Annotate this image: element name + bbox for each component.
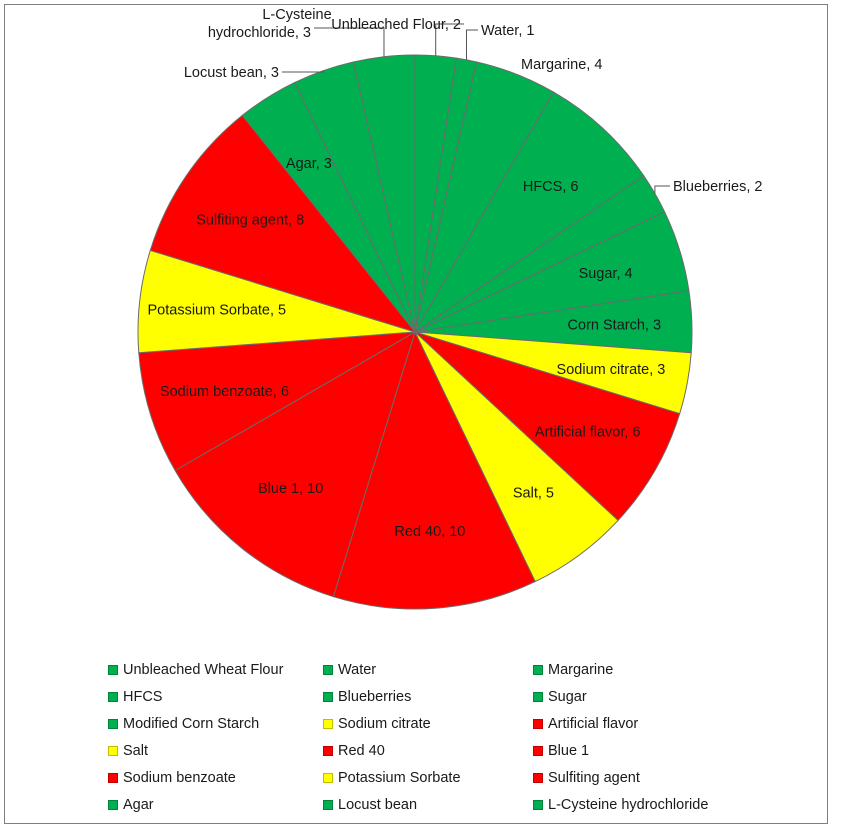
legend-label: Water: [338, 662, 377, 678]
legend-swatch: [323, 800, 333, 810]
legend-swatch: [108, 746, 118, 756]
legend-item-sugar: Sugar: [533, 687, 808, 707]
pie-slice-artificial-flavor: [414, 331, 681, 522]
legend-label: HFCS: [123, 689, 163, 705]
pie-slice-sodium-benzoate: [138, 331, 416, 472]
legend-item-blueberries: Blueberries: [323, 687, 533, 707]
pie-slice-sulfiting-agent: [149, 114, 417, 333]
legend-swatch: [533, 746, 543, 756]
data-label-salt: Salt, 5: [513, 485, 554, 501]
legend-item-agar: Agar: [108, 795, 323, 815]
legend-label: Potassium Sorbate: [338, 770, 461, 786]
legend-item-sodium-benzoate: Sodium benzoate: [108, 768, 323, 788]
data-label-sugar: Sugar, 4: [579, 266, 633, 282]
legend-swatch: [323, 719, 333, 729]
legend-swatch: [323, 746, 333, 756]
pie-slice-red-40: [332, 330, 536, 610]
legend-label: Sulfiting agent: [548, 770, 640, 786]
data-label-sulfiting-agent: Sulfiting agent, 8: [196, 213, 304, 229]
legend-swatch: [108, 665, 118, 675]
legend-swatch: [108, 773, 118, 783]
pie-chart: Unbleached Flour, 2 Water, 1 Margarine, 4 H…: [137, 7, 762, 610]
leader-line-l-cysteine-hydrochloride: [314, 27, 385, 57]
legend-swatch: [323, 692, 333, 702]
legend-swatch: [108, 692, 118, 702]
data-label-margarine: Margarine, 4: [521, 57, 602, 73]
legend-swatch: [533, 719, 543, 729]
legend-label: Blue 1: [548, 743, 590, 759]
data-label-water: Water, 1: [481, 23, 534, 39]
pie-slice-blue-1: [174, 330, 416, 598]
legend-swatch: [108, 800, 118, 810]
legend-label: Modified Corn Starch: [123, 716, 260, 732]
pie-slice-hfcs: [414, 91, 645, 333]
legend-swatch: [323, 773, 333, 783]
legend-label: Sugar: [548, 689, 587, 705]
legend-item-locust-bean: Locust bean: [323, 795, 533, 815]
legend-label: Margarine: [548, 662, 614, 678]
legend-item-red-40: Red 40: [323, 741, 533, 761]
data-label-potassium-sorbate: Potassium Sorbate, 5: [147, 303, 286, 319]
legend-label: Agar: [123, 797, 154, 813]
data-label-unbleached-wheat-flour: Unbleached Flour, 2: [331, 17, 461, 33]
legend-item-modified-corn-starch: Modified Corn Starch: [108, 714, 323, 734]
legend-item-water: Water: [323, 660, 533, 680]
legend-label: Blueberries: [338, 689, 412, 705]
legend-item-hfcs: HFCS: [108, 687, 323, 707]
legend-swatch: [108, 719, 118, 729]
legend-item-blue-1: Blue 1: [533, 741, 808, 761]
legend-label: Sodium citrate: [338, 716, 431, 732]
legend-swatch: [533, 773, 543, 783]
legend-label: L-Cysteine hydrochloride: [548, 797, 709, 813]
chart-area: Unbleached Flour, 2 Water, 1 Margarine, 4 H…: [4, 4, 828, 824]
data-label-locust-bean: Locust bean, 3: [184, 65, 279, 81]
legend-item-l-cysteine-hydrochloride: L-Cysteine hydrochloride: [533, 795, 808, 815]
legend-label: Salt: [123, 743, 148, 759]
leader-line-blueberries: [654, 185, 670, 194]
legend-item-artificial-flavor: Artificial flavor: [533, 714, 808, 734]
legend-label: Red 40: [338, 743, 385, 759]
legend-item-unbleached-wheat-flour: Unbleached Wheat Flour: [108, 660, 323, 680]
leader-line-unbleached-wheat-flour: [435, 23, 464, 56]
legend-label: Unbleached Wheat Flour: [123, 662, 284, 678]
data-label-hfcs: HFCS, 6: [523, 179, 579, 195]
legend-swatch: [533, 692, 543, 702]
leader-line-water: [465, 29, 478, 60]
legend-label: Artificial flavor: [548, 716, 639, 732]
data-label-agar: Agar, 3: [286, 156, 332, 172]
legend-label: Sodium benzoate: [123, 770, 236, 786]
data-label-l-cysteine-hydrochloride: L-Cysteine hydrochloride, 3: [208, 7, 332, 41]
legend: Unbleached Wheat Flour Water Margarine HFCS…: [108, 660, 808, 815]
legend-item-sodium-citrate: Sodium citrate: [323, 714, 533, 734]
legend-item-sulfiting-agent: Sulfiting agent: [533, 768, 808, 788]
legend-label: Locust bean: [338, 797, 418, 813]
leader-line-locust-bean: [282, 70, 325, 73]
data-label-artificial-flavor: Artificial flavor, 6: [535, 425, 641, 441]
legend-item-salt: Salt: [108, 741, 323, 761]
data-label-blue-1: Blue 1, 10: [258, 481, 323, 497]
legend-item-potassium-sorbate: Potassium Sorbate: [323, 768, 533, 788]
legend-swatch: [533, 800, 543, 810]
data-label-sodium-benzoate: Sodium benzoate, 6: [160, 384, 289, 400]
legend-swatch: [533, 665, 543, 675]
data-label-red-40: Red 40, 10: [394, 524, 465, 540]
data-label-sodium-citrate: Sodium citrate, 3: [557, 362, 666, 378]
legend-item-margarine: Margarine: [533, 660, 808, 680]
pie-slice-l-cysteine-hydrochloride: [352, 54, 416, 333]
data-label-blueberries: Blueberries, 2: [673, 179, 762, 195]
legend-swatch: [323, 665, 333, 675]
data-label-modified-corn-starch: Corn Starch, 3: [568, 318, 662, 334]
